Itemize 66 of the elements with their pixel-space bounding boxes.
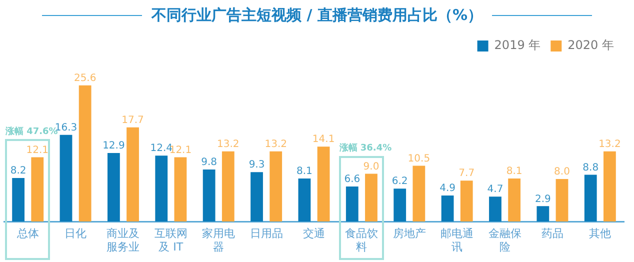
x-tick-label: 其他 bbox=[589, 227, 612, 240]
x-tick-label: 商业及服务业 bbox=[106, 227, 140, 254]
data-label: 4.7 bbox=[487, 184, 504, 196]
bar bbox=[603, 151, 616, 222]
bar bbox=[441, 196, 454, 222]
x-tick-label: 交通 bbox=[303, 227, 325, 240]
bar bbox=[584, 174, 597, 222]
bar bbox=[155, 156, 168, 222]
data-label: 9.0 bbox=[363, 161, 380, 172]
bar bbox=[174, 157, 187, 222]
bar bbox=[250, 172, 263, 222]
data-label: 2.9 bbox=[534, 194, 551, 205]
x-tick-label: 邮电通讯 bbox=[440, 227, 474, 254]
bar bbox=[412, 166, 426, 222]
data-label: 6.2 bbox=[392, 176, 408, 188]
x-tick-label: 日化 bbox=[64, 227, 87, 240]
x-tick-label: 金融保险 bbox=[488, 227, 522, 254]
data-label: 25.6 bbox=[74, 73, 96, 84]
data-label: 8.0 bbox=[554, 166, 570, 178]
x-tick-label: 房地产 bbox=[392, 227, 426, 240]
bar bbox=[508, 178, 521, 222]
data-label: 9.8 bbox=[201, 157, 218, 168]
bar bbox=[126, 127, 139, 222]
bar bbox=[317, 146, 330, 222]
x-tick-label: 互联网及 IT bbox=[154, 227, 188, 254]
legend-label: 2019 年 bbox=[494, 38, 541, 52]
bar bbox=[270, 151, 282, 222]
x-tick-label: 药品 bbox=[541, 227, 564, 240]
data-label: 13.2 bbox=[217, 138, 240, 150]
data-label: 14.1 bbox=[312, 134, 335, 146]
bar bbox=[60, 134, 72, 222]
data-label: 12.9 bbox=[102, 140, 125, 152]
bar bbox=[12, 178, 25, 222]
chart-title: 不同行业广告主短视频 / 直播营销费用占比（%） bbox=[152, 6, 482, 24]
data-label: 12.1 bbox=[26, 144, 49, 156]
bar bbox=[556, 179, 568, 222]
bar bbox=[489, 196, 502, 222]
x-tick-label: 日用品 bbox=[250, 227, 283, 240]
data-label: 8.8 bbox=[582, 162, 599, 174]
data-label: 17.7 bbox=[122, 115, 144, 126]
bar bbox=[107, 152, 120, 222]
data-label: 10.5 bbox=[408, 153, 430, 164]
data-label: 8.1 bbox=[506, 166, 522, 178]
bar bbox=[298, 178, 311, 222]
annotation: 涨幅 36.4% bbox=[338, 142, 392, 154]
x-tick-label: 食品饮料 bbox=[345, 227, 378, 254]
data-label: 8.1 bbox=[296, 166, 312, 178]
data-label: 6.6 bbox=[344, 174, 360, 186]
bar bbox=[460, 180, 473, 222]
bar bbox=[78, 85, 92, 222]
data-label: 8.2 bbox=[10, 166, 26, 177]
bar bbox=[202, 169, 216, 222]
bar bbox=[31, 157, 44, 222]
x-tick-label: 总体 bbox=[16, 227, 39, 240]
data-label: 9.3 bbox=[248, 160, 265, 171]
data-label: 13.2 bbox=[598, 138, 621, 150]
bar bbox=[365, 174, 378, 222]
x-tick-label: 家用电器 bbox=[202, 227, 236, 254]
data-label: 13.2 bbox=[264, 138, 287, 150]
bar bbox=[222, 151, 234, 222]
bar bbox=[536, 206, 550, 222]
bar bbox=[346, 186, 358, 222]
data-label: 7.7 bbox=[458, 168, 475, 180]
bar bbox=[394, 188, 406, 222]
legend-label: 2020 年 bbox=[568, 38, 614, 52]
data-label: 4.9 bbox=[440, 183, 456, 194]
